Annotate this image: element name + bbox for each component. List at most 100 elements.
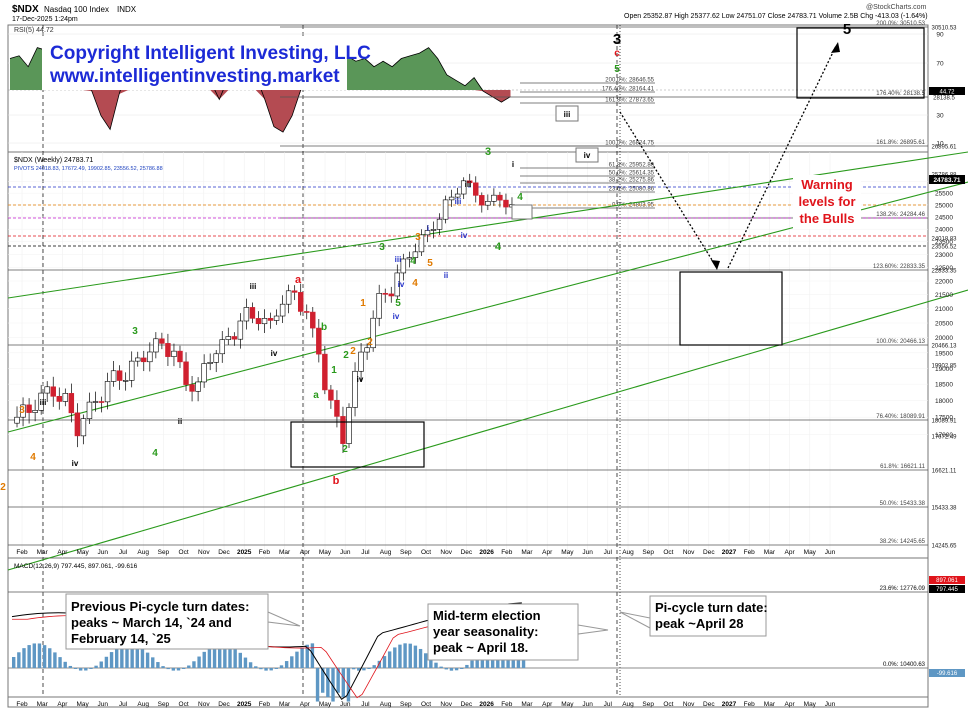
- x-tick-label-price: Jun: [825, 549, 836, 556]
- macd-histogram-bar: [439, 666, 443, 668]
- macd-histogram-bar: [187, 665, 191, 668]
- x-tick-label-price: Sep: [642, 549, 654, 556]
- macd-tag: [929, 585, 965, 593]
- x-tick-label: Feb: [501, 701, 513, 708]
- header-quote: Open 25352.87 High 25377.62 Low 24751.07…: [624, 13, 928, 20]
- candle-body: [219, 339, 225, 355]
- x-tick-label: Apr: [542, 701, 553, 708]
- candle-body: [304, 311, 310, 313]
- macd-histogram-bar: [94, 665, 98, 668]
- wave-green-4: 4: [495, 241, 502, 253]
- candle-body: [491, 194, 497, 202]
- x-tick-label-price: Dec: [703, 549, 715, 556]
- macd-histogram-bar: [99, 661, 103, 668]
- price-candles: [14, 173, 515, 453]
- x-tick-label-price: Aug: [380, 549, 392, 556]
- pi-next-line1: Pi-cycle turn date:: [655, 600, 768, 615]
- x-tick-label-price: Mar: [37, 549, 49, 556]
- x-tick-label-price: Mar: [764, 549, 776, 556]
- macd-histogram-bar: [32, 643, 36, 668]
- x-tick-label: Jul: [361, 701, 370, 708]
- macd-histogram-bar: [243, 657, 248, 668]
- macd-histogram-bar: [120, 644, 124, 668]
- macd-histogram-bar: [444, 668, 448, 670]
- wave-green-3c: 3: [379, 242, 385, 253]
- candle-body: [267, 318, 274, 321]
- grid-lines: [8, 25, 928, 697]
- macd-histogram-bar: [84, 668, 88, 671]
- macd-histogram-bar: [181, 668, 186, 669]
- y-tick-label: 18500: [935, 382, 953, 389]
- macd-tag: [929, 669, 965, 677]
- projection-down: [619, 111, 718, 269]
- candle-body: [110, 370, 117, 382]
- wave-roman-ii-c: ii: [444, 271, 448, 280]
- x-tick-label: 2026: [479, 701, 494, 708]
- macd-histogram-bar: [238, 652, 242, 668]
- candle-body: [370, 317, 376, 349]
- candle-body: [74, 412, 81, 437]
- macd-histogram-bar: [109, 652, 114, 668]
- candle-body: [147, 351, 153, 363]
- header-brand: @StockCharts.com: [866, 4, 927, 11]
- macd-histogram-bar: [418, 648, 423, 668]
- macd-histogram-bar: [341, 668, 345, 698]
- x-tick-label: Sep: [400, 701, 412, 708]
- candle-body: [80, 418, 87, 437]
- x-tick-label-price: Mar: [521, 549, 533, 556]
- price-label: $NDX (Weekly) 24783.71: [14, 157, 93, 164]
- wave-orange-3b: 3: [415, 232, 421, 243]
- candle-body: [261, 318, 268, 325]
- x-tick-label-price: Feb: [259, 549, 271, 556]
- macd-histogram-bar: [218, 643, 222, 668]
- x-tick-label: Mar: [764, 701, 776, 708]
- y-tick-label: 20500: [935, 321, 953, 328]
- macd-histogram-bar: [460, 668, 464, 669]
- macd-histogram-bar: [465, 664, 469, 668]
- macd-tag-text: -99.616: [937, 671, 958, 677]
- x-tick-label-price: Apr: [785, 549, 796, 556]
- macd-histogram-bar: [424, 653, 428, 668]
- candle-body: [412, 251, 419, 258]
- wave-ii-box: [511, 204, 533, 220]
- macd-histogram-bar: [78, 668, 83, 671]
- macd-histogram-bar: [367, 668, 371, 669]
- wave-red-a: a: [295, 274, 302, 286]
- x-tick-label-price: 2025: [237, 549, 252, 556]
- macd-histogram-bar: [192, 661, 196, 668]
- candle-body: [153, 338, 159, 353]
- y-tick-label: 25000: [935, 202, 953, 209]
- macd-histogram-bar: [135, 645, 139, 668]
- x-tick-label-price: May: [76, 549, 89, 556]
- macd-histogram-bar: [516, 653, 521, 668]
- pi-prev-line3: February 14, `25: [71, 631, 171, 646]
- candle-body: [346, 407, 352, 444]
- rsi-area-below: [10, 90, 511, 133]
- macd-histogram-bar: [382, 656, 387, 668]
- x-tick-label: Dec: [218, 701, 230, 708]
- macd-histogram-bar: [145, 652, 150, 668]
- candle-body: [467, 180, 473, 184]
- x-tick-label: Jul: [119, 701, 128, 708]
- macd-histogram-bar: [310, 643, 315, 668]
- candle-body: [340, 416, 346, 444]
- macd-histogram-bar: [58, 657, 62, 668]
- candle-body: [243, 307, 250, 322]
- wave-iii-box-label: iii: [564, 110, 571, 119]
- x-tick-label-price: Dec: [461, 549, 473, 556]
- candle-body: [98, 401, 105, 403]
- candle-body: [334, 399, 340, 417]
- macd-histogram-bar: [104, 656, 109, 668]
- warning-line3: the Bulls: [800, 211, 855, 226]
- rsi-tick-label: 10: [936, 141, 944, 148]
- candle-body: [279, 303, 286, 317]
- macd-histogram-bar: [197, 656, 201, 668]
- macd-histogram-bar: [89, 668, 93, 669]
- macd-histogram-bar: [130, 643, 134, 668]
- x-tick-label: Apr: [785, 701, 796, 708]
- x-tick-label: Feb: [744, 701, 756, 708]
- macd-histogram-bar: [475, 655, 479, 668]
- wave-green-1: 1: [331, 365, 337, 376]
- wave-iv-box: [575, 147, 599, 163]
- x-tick-label-price: Apr: [542, 549, 553, 556]
